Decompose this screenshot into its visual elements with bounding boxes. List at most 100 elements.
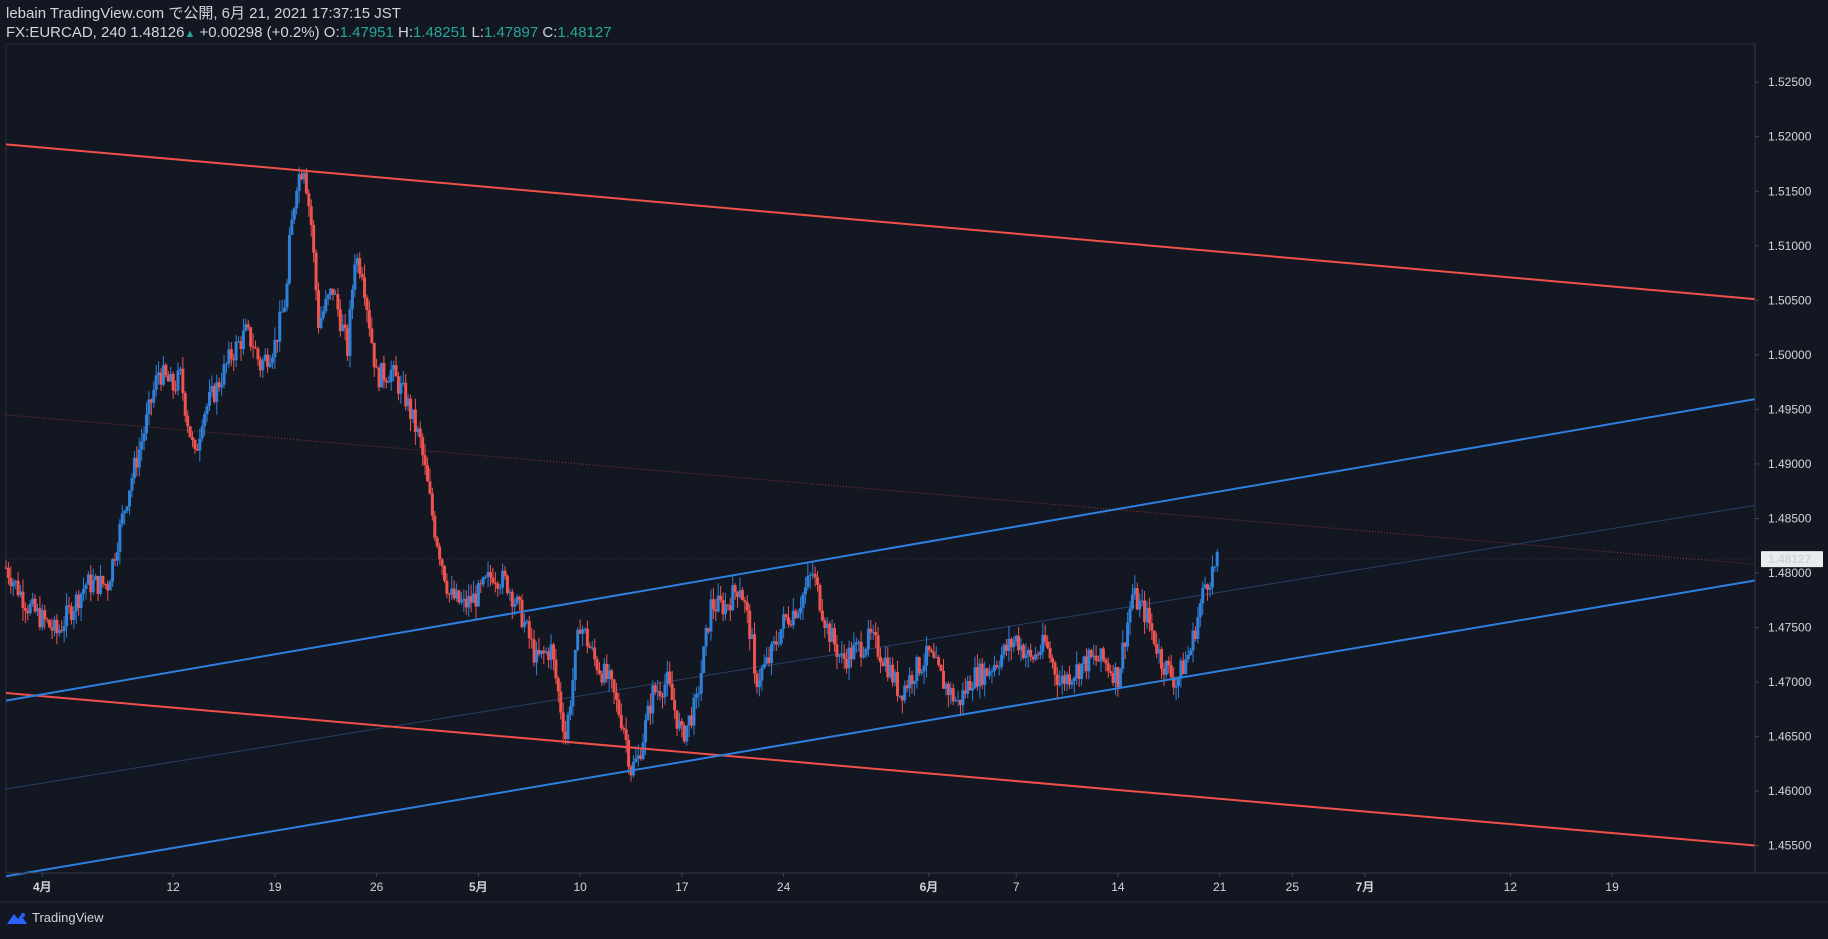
candle-body	[1097, 660, 1101, 662]
candle-body	[232, 358, 236, 361]
candle-body	[1130, 594, 1134, 609]
candle-body	[770, 644, 774, 664]
time-tick-label: 7月	[1356, 880, 1375, 894]
candle-body	[518, 596, 522, 600]
candles[interactable]	[4, 0, 1235, 782]
time-tick-label: 26	[370, 880, 384, 894]
candle-body	[656, 691, 660, 693]
candle-body	[295, 190, 299, 209]
candle-body	[711, 599, 715, 610]
candle-body	[920, 671, 924, 674]
candle-body	[707, 628, 711, 632]
candle-body	[350, 289, 354, 309]
candle-body	[476, 583, 480, 607]
candle-body	[985, 668, 989, 676]
candle-body	[895, 672, 899, 696]
candle-body	[505, 575, 509, 593]
candle-body	[852, 644, 856, 660]
candle-body	[355, 258, 359, 265]
candle-body	[796, 613, 800, 618]
footer-brand[interactable]: TradingView	[6, 910, 104, 925]
candle-body	[94, 576, 98, 581]
candle-body	[646, 705, 650, 721]
candle-body	[341, 324, 345, 332]
candle-body	[799, 607, 803, 614]
candle-body	[748, 610, 752, 639]
candle-body	[828, 623, 832, 642]
candle-body	[750, 634, 754, 639]
candle-body	[249, 327, 253, 347]
candle-body	[614, 692, 618, 700]
red-lower-channel	[5, 692, 1756, 847]
candle-body	[782, 614, 786, 629]
candle-body	[673, 700, 677, 711]
candle-body	[145, 414, 149, 434]
price-tick-label: 1.46500	[1768, 730, 1812, 744]
time-tick-label: 21	[1213, 880, 1227, 894]
candle-body	[447, 593, 451, 595]
candle-body	[331, 288, 335, 295]
candle-body	[198, 438, 202, 451]
up-arrow-icon: ▲	[184, 28, 196, 40]
candle-body	[767, 657, 771, 664]
candle-body	[757, 680, 761, 688]
candle-body	[404, 382, 408, 407]
candle-body	[1014, 635, 1018, 642]
price-tick-label: 1.50000	[1768, 348, 1812, 362]
candle-body	[605, 663, 609, 680]
candle-body	[358, 258, 362, 274]
candle-body	[1179, 660, 1183, 678]
candle-body	[442, 565, 446, 581]
candle-body	[157, 372, 161, 376]
candle-body	[363, 277, 367, 298]
candle-body	[1210, 566, 1214, 588]
candle-body	[353, 264, 357, 290]
candle-body	[602, 663, 606, 683]
candle-body	[876, 635, 880, 657]
candle-body	[891, 664, 895, 683]
candle-body	[418, 428, 422, 438]
candle-body	[990, 671, 994, 673]
price-tick-label: 1.49000	[1768, 457, 1812, 471]
candle-body	[520, 599, 524, 628]
candle-body	[1126, 622, 1130, 647]
candle-body	[682, 725, 686, 742]
candle-body	[995, 665, 999, 667]
symbol-label[interactable]: FX:EURCAD, 240	[6, 24, 127, 41]
candle-body	[663, 684, 667, 698]
candle-body	[830, 628, 834, 642]
candle-body	[1206, 584, 1210, 590]
candle-body	[639, 755, 643, 759]
candle-body	[462, 598, 466, 601]
candle-body	[510, 591, 514, 607]
price-tick-label: 1.48500	[1768, 511, 1812, 525]
candle-body	[777, 643, 781, 645]
candle-body	[181, 368, 185, 394]
candle-body	[67, 605, 71, 607]
candle-body	[254, 347, 258, 349]
candle-body	[944, 683, 948, 689]
candle-body	[1043, 634, 1047, 642]
candle-body	[714, 609, 718, 612]
candle-body	[1189, 650, 1193, 655]
candle-body	[1140, 600, 1144, 602]
candle-body	[535, 649, 539, 663]
candle-body	[607, 670, 611, 680]
candle-body	[755, 673, 759, 688]
candle-body	[338, 309, 342, 332]
low-label: L:	[471, 24, 484, 41]
candle-body	[411, 409, 415, 420]
candle-body	[270, 357, 274, 364]
candle-body	[220, 384, 224, 388]
trendlines[interactable]	[5, 143, 1756, 878]
candle-body	[813, 573, 817, 578]
candle-body	[508, 591, 512, 593]
candle-body	[1089, 650, 1093, 657]
high-label: H:	[398, 24, 414, 41]
candle-body	[178, 368, 182, 371]
open-value: 1.47951	[339, 24, 394, 41]
candle-body	[1019, 645, 1023, 651]
candle-body	[21, 591, 25, 609]
candle-body	[203, 414, 207, 427]
